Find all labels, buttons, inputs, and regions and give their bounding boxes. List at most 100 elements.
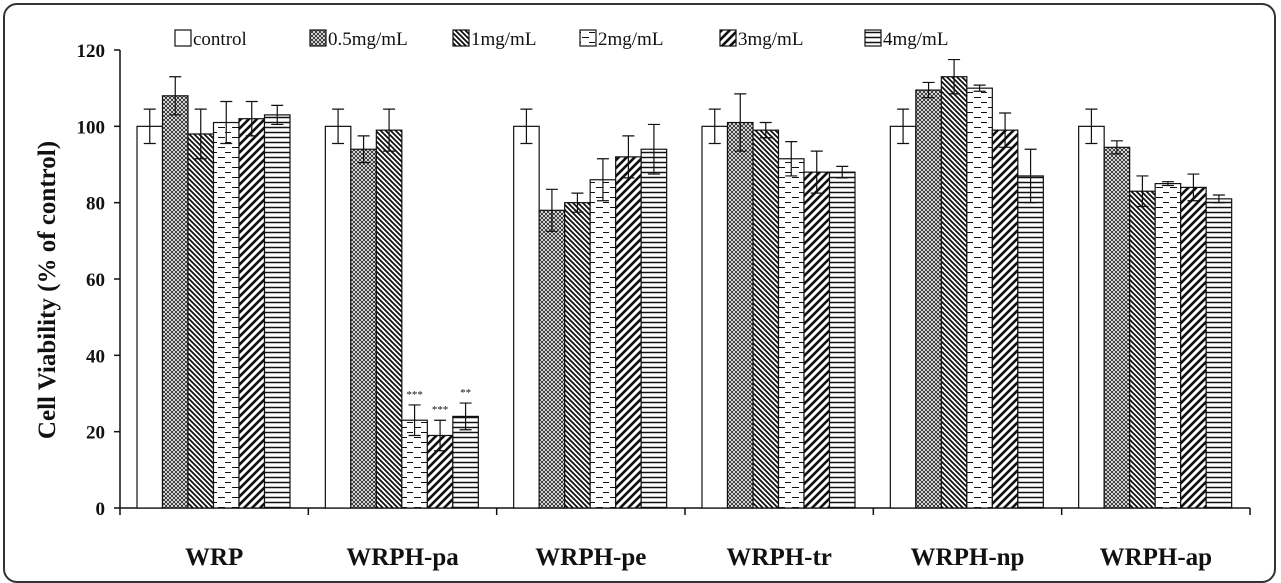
error-bar <box>1161 181 1174 187</box>
bar-horizontal <box>640 148 668 509</box>
bar-horizontal <box>1017 175 1044 509</box>
bar-dashes <box>589 179 617 509</box>
bars-group <box>136 76 1233 509</box>
y-tick-label: 100 <box>77 117 106 138</box>
error-bar <box>897 108 910 145</box>
y-tick-label: 40 <box>86 346 105 367</box>
bar-horizontal <box>452 415 479 509</box>
bar-white <box>1078 125 1105 509</box>
bar-white <box>136 125 164 509</box>
bar-crosshatch <box>915 89 942 509</box>
legend-swatch <box>452 29 470 47</box>
error-bar <box>1085 108 1098 145</box>
y-tick-label: 80 <box>86 194 105 215</box>
x-category-label: WRPH-pe <box>535 544 646 571</box>
bar-forward-diagonal <box>238 118 266 509</box>
x-category-label: WRPH-pa <box>346 544 459 571</box>
bar-forward-diagonal <box>991 129 1019 509</box>
bar-forward-diagonal <box>1180 186 1207 509</box>
legend-swatch <box>309 29 327 47</box>
bar-forward-diagonal <box>615 156 642 509</box>
y-tick-label: 0 <box>96 499 106 520</box>
error-bar <box>1024 148 1037 204</box>
legend-label: control <box>193 29 247 50</box>
x-category-label: WRP <box>185 544 243 571</box>
error-bar <box>245 100 258 137</box>
legend-label: 0.5mg/mL <box>328 29 408 50</box>
error-bar <box>545 188 558 232</box>
x-category-label: WRPH-ap <box>1100 544 1213 571</box>
bar-crosshatch <box>726 121 754 509</box>
bar-back-diagonal <box>187 133 215 509</box>
significance-marker: *** <box>432 404 449 416</box>
error-bar <box>922 81 935 99</box>
bar-dashes <box>212 121 240 509</box>
error-bar <box>622 135 635 179</box>
bar-chart: 0 20 40 60 80 100 120 WRP WRPH-pa WRPH-pe WRPH-tr W… <box>34 29 1251 571</box>
error-bar <box>948 58 961 95</box>
error-bar <box>220 100 233 145</box>
bar-crosshatch <box>1103 146 1131 509</box>
significance-marker: *** <box>406 389 423 401</box>
annotations-group: ******** <box>406 387 471 416</box>
error-bar <box>1187 173 1200 202</box>
error-bar <box>734 93 747 152</box>
error-bar <box>332 108 345 145</box>
error-bar <box>459 402 472 431</box>
error-bar <box>999 112 1012 148</box>
axes-group: 0 20 40 60 80 100 120 WRP WRPH-pa WRPH-pe WRPH-tr W… <box>77 41 1251 571</box>
error-bar <box>271 104 284 126</box>
error-bar <box>810 150 823 194</box>
bar-white <box>513 125 540 509</box>
bar-white <box>701 125 729 509</box>
y-tick-label: 60 <box>86 270 105 291</box>
error-bar <box>647 123 660 175</box>
error-bar <box>194 108 207 160</box>
bar-white <box>889 125 917 509</box>
error-bar <box>434 419 447 452</box>
bar-white <box>324 125 352 509</box>
error-bar <box>520 108 533 145</box>
bar-back-diagonal <box>375 129 403 509</box>
legend-label: 4mg/mL <box>883 29 948 50</box>
y-tick-label: 20 <box>86 423 105 444</box>
significance-marker: ** <box>460 387 471 399</box>
error-bar <box>571 192 584 213</box>
legend-swatch <box>174 29 192 47</box>
bar-dashes <box>966 87 993 509</box>
legend-swatch <box>719 29 737 47</box>
bar-horizontal <box>263 114 291 509</box>
error-bar <box>357 135 370 164</box>
bar-dashes <box>777 158 805 509</box>
error-bar <box>973 84 986 92</box>
legend: control 0.5mg/mL 1mg/mL 2mg/mL 3mg/mL 4mg/mL <box>174 29 948 50</box>
bar-crosshatch <box>161 95 189 509</box>
bar-horizontal <box>828 171 856 509</box>
bar-crosshatch <box>538 209 566 509</box>
bar-back-diagonal <box>1129 190 1156 509</box>
error-bar <box>708 108 721 145</box>
bar-back-diagonal <box>752 129 780 509</box>
bar-horizontal <box>1205 198 1233 509</box>
legend-label: 3mg/mL <box>738 29 803 50</box>
error-bar <box>836 165 849 179</box>
error-bar <box>1212 194 1225 204</box>
error-bar <box>383 108 396 152</box>
error-bars-group <box>143 58 1225 452</box>
y-axis-label: Cell Viability (% of control) <box>34 141 61 439</box>
y-tick-label: 120 <box>77 41 106 62</box>
error-bar <box>596 158 609 202</box>
bar-forward-diagonal <box>803 171 831 509</box>
bar-back-diagonal <box>564 202 591 509</box>
error-bar <box>143 108 156 145</box>
error-bar <box>408 404 421 437</box>
bar-crosshatch <box>350 148 377 509</box>
error-bar <box>785 141 798 177</box>
legend-label: 1mg/mL <box>471 29 536 50</box>
x-category-label: WRPH-tr <box>726 544 832 571</box>
error-bar <box>1110 140 1123 155</box>
legend-label: 2mg/mL <box>598 29 663 50</box>
legend-swatch <box>864 29 882 47</box>
error-bar <box>759 121 772 139</box>
bar-back-diagonal <box>940 76 968 509</box>
